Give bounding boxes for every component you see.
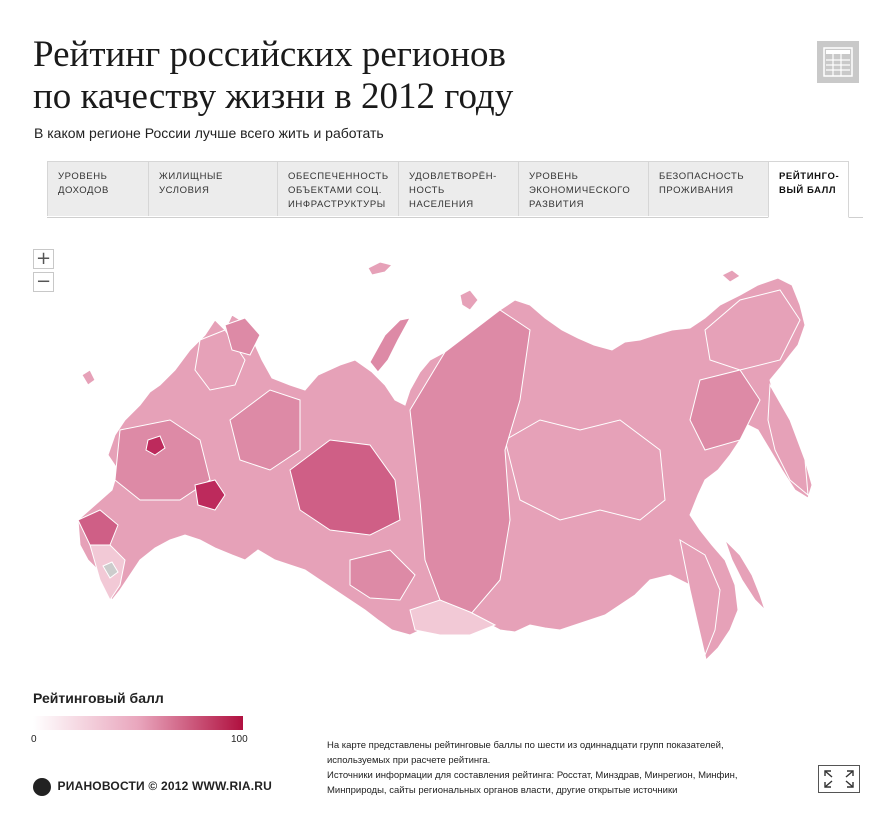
page-title: Рейтинг российских регионов по качеству … (33, 34, 633, 118)
region-arctic-islands-1[interactable] (459, 289, 479, 311)
region-far-east-south[interactable] (679, 538, 721, 657)
region-tyumen[interactable] (289, 439, 401, 536)
region-siberia-east[interactable] (504, 419, 666, 521)
fullscreen-button[interactable] (818, 765, 860, 793)
legend-max-label: 100 (231, 734, 248, 745)
tab-rating-score[interactable]: Рейтинго-вый балл (768, 161, 849, 218)
region-altai-south[interactable] (409, 599, 497, 636)
region-novaya-zemlya[interactable] (369, 317, 411, 373)
region-kaliningrad[interactable] (81, 369, 96, 386)
note-line-3: Источники информации для составления рей… (327, 770, 738, 781)
page-subtitle: В каком регионе России лучше всего жить … (34, 125, 384, 141)
region-moscow[interactable] (145, 435, 166, 456)
tab-income[interactable]: Уровень доходов (47, 161, 149, 216)
region-overlays (77, 289, 809, 657)
region-krasnoyarsk[interactable] (409, 309, 531, 616)
title-line-1: Рейтинг российских регионов (33, 34, 506, 75)
logo-text: РИАНОВОСТИ © 2012 WWW.RIA.RU (57, 779, 272, 794)
zoom-out-button[interactable]: − (33, 272, 54, 292)
ria-logo[interactable]: РИАНОВОСТИ © 2012 WWW.RIA.RU (33, 778, 272, 796)
note-line-2: используемых при расчете рейтинга. (327, 755, 491, 766)
legend-min-label: 0 (31, 734, 37, 745)
region-arctic-islands-2[interactable] (367, 261, 393, 276)
legend-color-scale (33, 716, 243, 730)
tab-social-infrastructure[interactable]: Обеспеченность объектами соц. инфраструкту… (277, 161, 399, 216)
tab-housing[interactable]: Жилищные условия (148, 161, 278, 216)
region-central[interactable] (114, 419, 211, 501)
region-kamchatka[interactable] (767, 383, 809, 497)
region-sakhalin[interactable] (724, 539, 766, 611)
footnote: На карте представлены рейтинговые баллы … (327, 738, 797, 798)
region-komi[interactable] (229, 389, 301, 471)
globe-icon (33, 778, 51, 796)
region-novosibirsk[interactable] (349, 549, 416, 601)
region-magadan[interactable] (689, 369, 761, 451)
expand-icon (824, 770, 854, 788)
zoom-in-button[interactable]: + (33, 249, 54, 269)
region-wrangel[interactable] (721, 269, 741, 283)
indicator-tabs: Уровень доходов Жилищные условия Обеспечен… (47, 161, 863, 218)
title-line-2: по качеству жизни в 2012 году (33, 76, 514, 117)
region-kola[interactable] (224, 317, 261, 356)
region-south-west[interactable] (77, 509, 119, 546)
tab-safety[interactable]: Безопасность проживания (648, 161, 769, 216)
table-icon (823, 47, 853, 77)
region-no-data[interactable] (102, 561, 119, 579)
legend-title: Рейтинговый балл (33, 690, 164, 706)
region-tatarstan[interactable] (194, 479, 226, 511)
region-chukotka[interactable] (704, 289, 801, 371)
note-line-1: На карте представлены рейтинговые баллы … (327, 740, 724, 751)
tab-satisfaction[interactable]: Удовлетворён-ность населения (398, 161, 519, 216)
tab-economic-development[interactable]: Уровень экономического развития (518, 161, 649, 216)
note-line-4: Минприроды, сайты региональных органов в… (327, 785, 678, 796)
table-view-button[interactable] (817, 41, 859, 83)
